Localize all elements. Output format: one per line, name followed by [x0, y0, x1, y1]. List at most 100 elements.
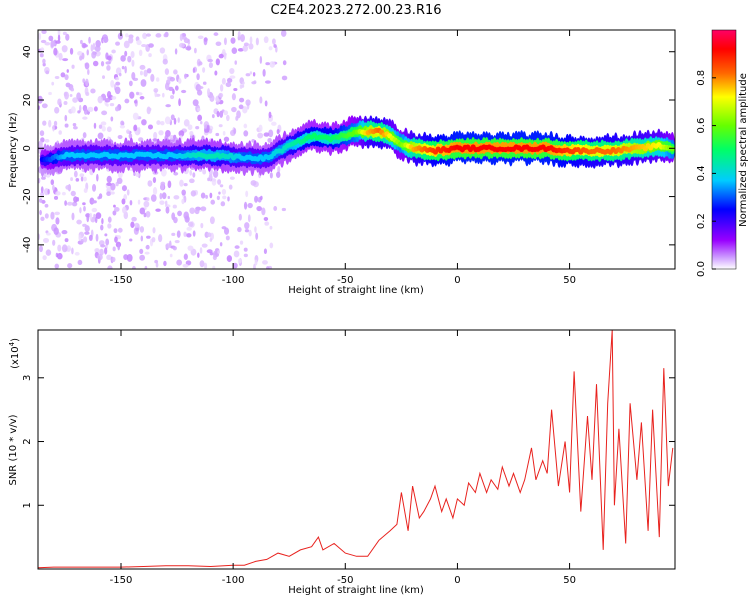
- spectrogram-speckle: [76, 92, 82, 100]
- spectrogram-speckle: [219, 110, 224, 118]
- spectrogram-speckle: [146, 68, 152, 74]
- colorbar-tick-label: 0.8: [696, 70, 707, 86]
- spectrogram-speckle: [105, 61, 111, 65]
- spectrogram-speckle: [72, 97, 78, 103]
- spectrogram-speckle: [179, 33, 183, 42]
- spectrogram-speckle: [82, 223, 87, 227]
- spectrogram-speckle: [183, 183, 188, 187]
- spectrogram-speckle: [65, 185, 71, 190]
- spectrogram-speckle: [139, 248, 144, 254]
- spectrogram-speckle: [170, 94, 175, 100]
- spectrogram-speckle: [222, 130, 226, 136]
- spectrogram-speckle: [225, 82, 232, 88]
- spectrogram-speckle: [254, 259, 258, 266]
- spectrogram-speckle: [77, 51, 83, 56]
- spectrogram-speckle: [202, 81, 207, 85]
- spectrogram-speckle: [106, 103, 109, 107]
- snr-multiplier: (x104): [8, 338, 21, 369]
- spectrogram-speckle: [69, 93, 73, 97]
- spectrogram-speckle: [161, 192, 167, 200]
- spectrogram-speckle: [78, 234, 82, 242]
- spectrogram-y-tick-label: -20: [22, 188, 33, 204]
- spectrogram-speckle: [76, 197, 80, 202]
- spectrogram-speckle: [110, 116, 114, 122]
- spectrogram-ridge-layer: [39, 115, 675, 178]
- spectrogram-speckle: [107, 216, 112, 223]
- spectrogram-speckle: [53, 47, 58, 56]
- spectrogram-speckle: [239, 97, 245, 103]
- spectrogram-speckle: [88, 36, 91, 44]
- spectrogram-speckle: [135, 172, 140, 178]
- spectrogram-speckle: [95, 233, 99, 242]
- spectrogram-speckle: [100, 244, 106, 248]
- spectrogram-speckle: [54, 76, 60, 80]
- spectrogram-speckle: [253, 263, 256, 269]
- snr-y-tick-label: 1: [22, 502, 33, 508]
- spectrogram-speckle: [263, 132, 270, 137]
- spectrogram-speckle: [187, 124, 193, 131]
- spectrogram-speckle: [87, 106, 94, 113]
- spectrogram-speckle: [156, 120, 161, 126]
- spectrogram-speckle: [50, 211, 55, 220]
- spectrogram-speckle: [244, 229, 250, 233]
- spectrogram-speckle: [178, 78, 182, 84]
- spectrogram-speckle: [212, 255, 217, 261]
- spectrogram-speckle: [223, 227, 230, 235]
- spectrogram-speckle: [95, 212, 102, 219]
- spectrogram-speckle: [243, 201, 248, 210]
- spectrogram-speckle: [66, 69, 69, 73]
- spectrogram-speckle: [225, 235, 230, 241]
- spectrogram-speckle: [85, 91, 90, 97]
- spectrogram-speckle: [140, 235, 144, 242]
- spectrogram-speckle: [83, 108, 88, 115]
- spectrogram-speckle: [148, 53, 152, 58]
- spectrogram-speckle: [133, 124, 138, 132]
- spectrogram-speckle: [273, 44, 277, 48]
- spectrogram-speckle: [142, 32, 147, 39]
- spectrogram-speckle: [115, 77, 120, 81]
- spectrogram-speckle: [212, 170, 219, 178]
- spectrogram-speckle: [45, 70, 50, 75]
- spectrogram-speckle: [93, 106, 98, 112]
- spectrogram-speckle: [163, 260, 167, 267]
- spectrogram-speckle: [83, 205, 86, 212]
- spectrogram-speckle: [256, 205, 263, 212]
- spectrogram-speckle: [197, 252, 200, 258]
- spectrogram-speckle: [268, 111, 272, 119]
- spectrogram-speckle: [199, 247, 203, 254]
- spectrogram-speckle: [263, 216, 269, 221]
- spectrogram-speckle: [61, 244, 68, 253]
- spectrogram-speckle: [160, 181, 166, 187]
- spectrogram-speckle: [100, 61, 105, 67]
- spectrogram-speckle: [194, 208, 200, 215]
- spectrogram-speckle: [124, 65, 127, 74]
- spectrogram-speckle: [38, 105, 41, 110]
- spectrogram-speckle: [144, 251, 150, 255]
- spectrogram-speckle: [239, 34, 245, 42]
- spectrogram-speckle: [202, 169, 207, 175]
- spectrogram-speckle: [196, 73, 200, 81]
- spectrogram-speckle: [178, 98, 181, 107]
- spectrogram-speckle: [186, 233, 192, 238]
- spectrogram-speckle: [258, 124, 263, 132]
- spectrogram-speckle: [38, 177, 41, 184]
- spectrogram-x-tick-label: -150: [110, 275, 133, 286]
- spectrogram-speckle: [87, 68, 90, 75]
- snr-y-label: SNR (10 * v/v): [8, 414, 19, 485]
- spectrogram-speckle: [280, 30, 287, 37]
- spectrogram-speckle: [243, 253, 248, 258]
- spectrogram-speckle: [219, 184, 224, 188]
- spectrogram-speckle: [137, 199, 141, 205]
- spectrogram-speckle: [178, 130, 185, 137]
- spectrogram-speckle: [263, 248, 267, 255]
- spectrogram-speckle: [197, 35, 204, 40]
- spectrogram-speckle: [77, 110, 81, 114]
- spectrogram-speckle: [190, 190, 197, 197]
- colorbar-ticks: 0.0 0.2 0.4 0.6 0.8: [696, 70, 716, 277]
- spectrogram-speckle: [210, 199, 216, 205]
- spectrogram-speckle: [135, 91, 140, 96]
- spectrogram-speckle: [268, 46, 273, 51]
- spectrogram-speckle: [48, 91, 52, 96]
- spectrogram-speckle: [208, 62, 213, 69]
- spectrogram-speckle: [106, 126, 112, 133]
